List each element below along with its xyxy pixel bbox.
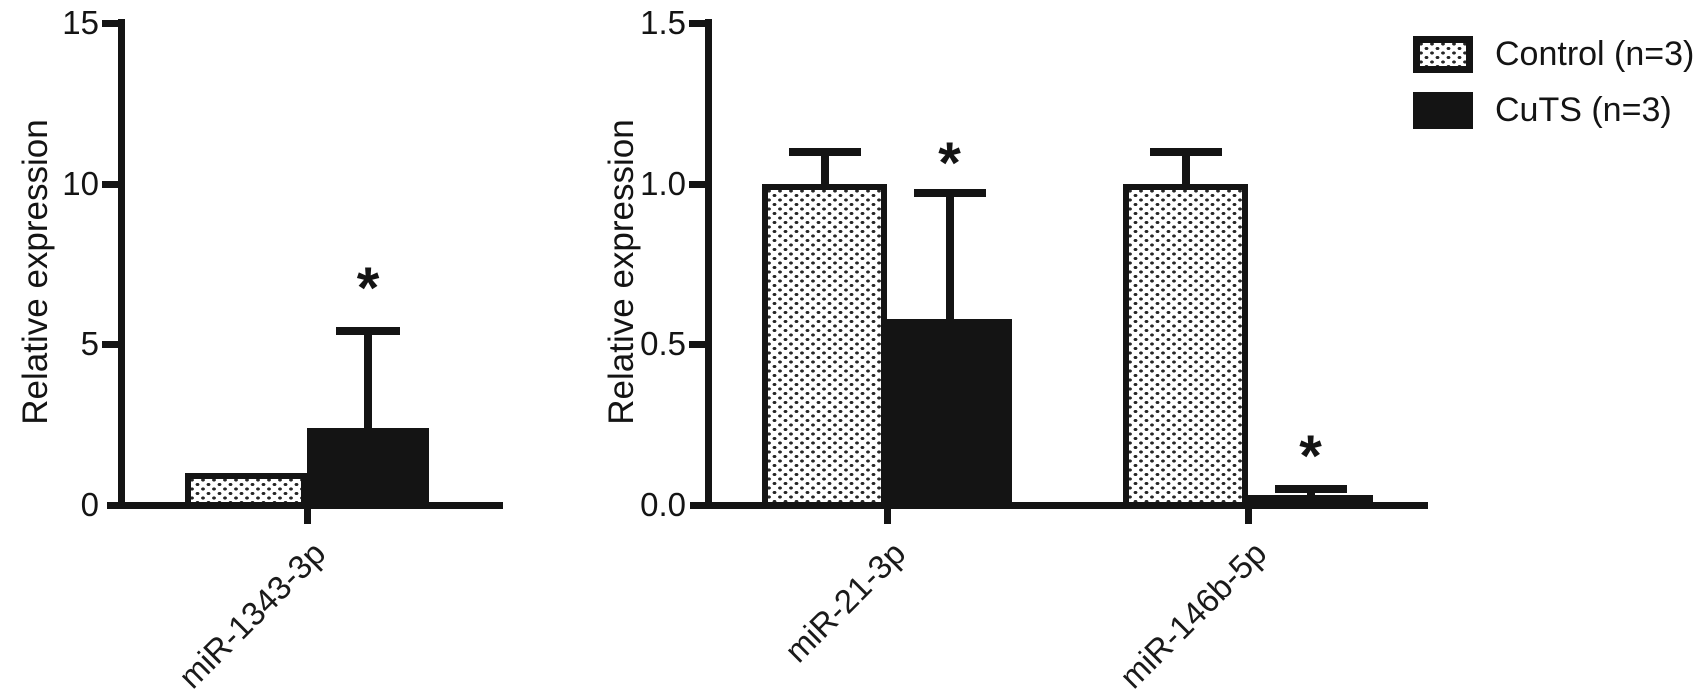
error-bar-stem xyxy=(1306,488,1315,498)
bar-cuts xyxy=(1248,495,1373,508)
bar-control xyxy=(1123,183,1248,508)
x-category-label: miR-21-3p xyxy=(777,534,913,670)
y-tick-label: 5 xyxy=(80,325,99,363)
legend-item-control: Control (n=3) xyxy=(1413,36,1694,73)
significance-asterisk: * xyxy=(938,131,961,197)
y-tick-label: 1.5 xyxy=(640,4,686,41)
x-category-label: miR-146b-5p xyxy=(1112,534,1274,696)
y-tick xyxy=(102,180,118,188)
x-tick xyxy=(884,509,891,524)
legend: Control (n=3) CuTS (n=3) xyxy=(1413,36,1694,129)
error-bar-cap xyxy=(336,327,400,336)
error-bar-stem xyxy=(1181,151,1190,186)
control-swatch-icon xyxy=(1413,36,1473,73)
bar-control xyxy=(762,183,887,508)
error-bar-stem xyxy=(364,331,372,430)
y-tick-label: 0.0 xyxy=(640,486,686,523)
y-tick xyxy=(102,341,118,349)
x-category-label: miR-1343-3p xyxy=(171,534,333,696)
y-tick-label: 0.5 xyxy=(640,325,686,363)
error-bar-cap xyxy=(1149,147,1222,156)
bar-cuts xyxy=(307,427,429,508)
error-bar-cap xyxy=(913,189,986,198)
y-axis xyxy=(118,19,125,509)
y-tick-label: 1.0 xyxy=(640,164,686,202)
significance-asterisk: * xyxy=(1299,423,1322,489)
y-tick xyxy=(689,180,705,188)
y-tick-label: 0 xyxy=(80,486,99,523)
y-tick xyxy=(689,341,705,349)
bar-cuts xyxy=(887,318,1012,508)
cuts-swatch-icon xyxy=(1413,92,1473,129)
error-bar-stem xyxy=(820,151,829,186)
y-tick-label: 10 xyxy=(62,164,99,202)
y-tick xyxy=(102,20,118,27)
x-tick xyxy=(304,509,311,524)
significance-asterisk: * xyxy=(356,256,380,322)
error-bar-cap xyxy=(1274,484,1347,493)
legend-label: Control (n=3) xyxy=(1495,35,1695,73)
y-tick-label: 15 xyxy=(62,4,99,41)
x-axis xyxy=(690,502,1428,509)
legend-item-cuts: CuTS (n=3) xyxy=(1413,92,1694,129)
bar-control xyxy=(185,472,307,508)
error-bar-cap xyxy=(788,147,861,156)
y-tick xyxy=(689,20,705,27)
y-axis xyxy=(705,19,712,509)
error-bar-stem xyxy=(945,193,954,321)
x-tick xyxy=(1245,509,1252,524)
legend-label: CuTS (n=3) xyxy=(1495,91,1672,129)
